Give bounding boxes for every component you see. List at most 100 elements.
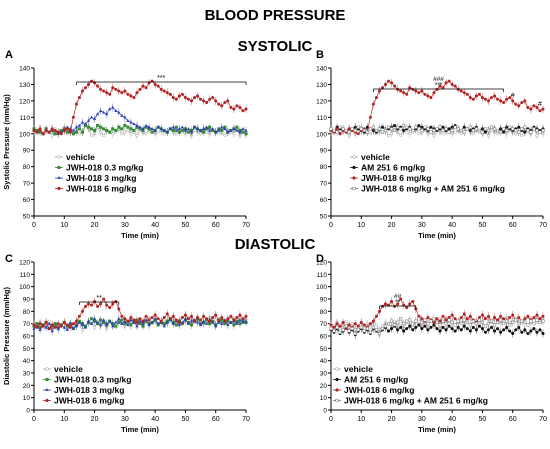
legend-marker [352,176,356,180]
panel-label: B [316,49,324,61]
data-point [541,128,545,133]
data-point [47,327,51,331]
data-point [120,321,124,325]
data-point [65,130,69,134]
data-point [50,133,54,137]
data-point [83,304,88,308]
x-axis-label: Time (min) [121,425,159,434]
data-point [489,325,494,329]
data-point [483,130,488,134]
data-point [399,89,403,93]
data-point [102,127,106,131]
data-point [41,327,45,331]
series-jwh-018-6-mg-kg-am-251-6-mg-kg [329,314,545,338]
data-point [447,130,451,134]
data-point [238,318,242,322]
data-point [232,107,236,111]
data-point [223,319,227,323]
data-point [496,320,500,324]
data-point [414,319,418,323]
data-point [371,125,375,129]
data-point [502,322,506,326]
data-point [496,318,500,322]
legend-entry: JWH-018 6 mg/kg [55,184,136,194]
data-point [502,328,506,332]
data-point [38,322,42,326]
data-point [465,327,469,331]
data-point [471,128,475,133]
data-point [162,128,166,132]
data-point [405,92,409,96]
data-point [399,317,403,321]
data-point [96,304,100,308]
data-point [50,329,54,333]
data-point [444,322,448,326]
data-point [520,127,524,131]
data-point [214,318,218,322]
data-point [153,128,157,132]
data-point [368,132,372,136]
data-point [505,325,509,329]
data-point [362,323,366,327]
data-point [114,108,118,112]
data-point [486,133,491,137]
data-point [377,89,382,93]
data-point [35,325,39,329]
data-point [80,120,85,124]
data-point [374,128,378,133]
data-point [338,132,342,136]
data-point [462,130,466,134]
data-point [356,132,360,136]
data-point [526,323,530,327]
data-point [483,97,488,101]
data-point [390,81,394,85]
y-tick-label: 80 [320,309,328,316]
data-point [62,128,66,133]
data-point [499,330,503,334]
data-point [102,297,106,301]
data-point [514,132,518,136]
panel-label: C [5,253,13,265]
data-point [408,132,412,136]
data-point [156,130,160,134]
data-point [423,92,427,96]
data-point [214,324,218,328]
chart-panel-c: C 0 10 20 30 40 50 60 70 0 10 20 30 40 50 60 70 80 90 100 11… [2,253,250,434]
legend-entry: JWH-018 6 mg/kg + AM 251 6 mg/kg [333,396,488,406]
y-tick-label: 90 [23,297,31,304]
data-point [462,91,466,95]
data-point [62,325,66,329]
data-point [411,299,415,304]
data-point [526,128,530,133]
legend-label: AM 251 6 mg/kg [361,163,425,173]
data-point [335,325,339,329]
data-point [505,128,509,133]
y-tick-label: 10 [23,395,31,402]
y-tick-label: 80 [320,164,328,171]
data-point [538,130,542,134]
data-point [99,108,103,112]
data-point [123,124,127,128]
data-point [514,318,518,322]
data-point [174,125,178,129]
data-point [520,100,524,105]
data-point [235,315,239,320]
legend-marker [45,367,49,371]
data-point [520,133,524,137]
legend-marker [57,165,61,170]
data-point [496,128,500,133]
data-point [223,322,227,326]
data-point [477,318,481,322]
x-tick-label: 40 [151,416,159,423]
data-point [502,127,506,131]
data-point [47,130,51,134]
data-point [41,132,45,136]
data-point [514,102,518,106]
legend-marker [352,186,356,191]
data-point [474,94,478,98]
data-point [350,322,354,326]
data-point [159,319,163,323]
data-point [396,87,400,91]
data-point [232,318,236,322]
data-point [414,325,418,329]
